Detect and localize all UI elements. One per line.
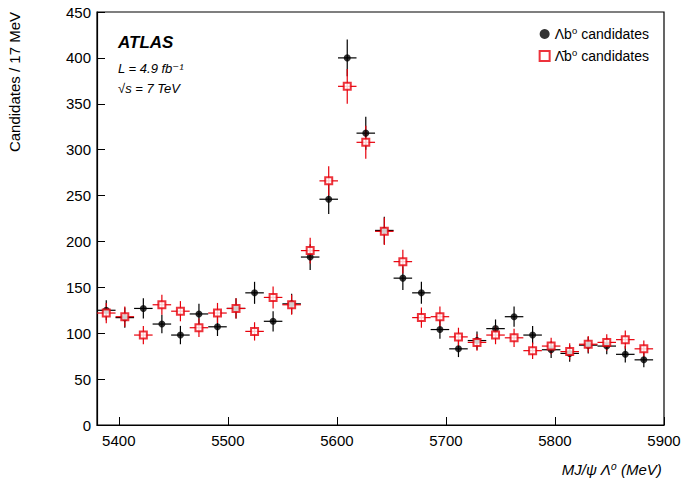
svg-text:Λb⁰ candidates: Λb⁰ candidates xyxy=(555,26,649,42)
svg-text:5900: 5900 xyxy=(647,432,680,449)
svg-text:√s = 7 TeV: √s = 7 TeV xyxy=(118,81,181,96)
svg-text:250: 250 xyxy=(66,187,91,204)
svg-text:5700: 5700 xyxy=(429,432,462,449)
svg-text:50: 50 xyxy=(74,371,91,388)
svg-text:300: 300 xyxy=(66,141,91,158)
svg-text:ATLAS: ATLAS xyxy=(117,33,174,52)
svg-text:Candidates / 17 MeV: Candidates / 17 MeV xyxy=(6,12,23,152)
svg-text:200: 200 xyxy=(66,233,91,250)
svg-text:Λ̄b⁰ candidates: Λ̄b⁰ candidates xyxy=(555,48,649,64)
svg-text:150: 150 xyxy=(66,279,91,296)
svg-text:MJ/ψ Λ⁰ (MeV): MJ/ψ Λ⁰ (MeV) xyxy=(562,461,662,478)
svg-text:5400: 5400 xyxy=(102,432,135,449)
svg-text:450: 450 xyxy=(66,4,91,21)
svg-text:5500: 5500 xyxy=(211,432,244,449)
svg-text:5600: 5600 xyxy=(320,432,353,449)
svg-text:100: 100 xyxy=(66,325,91,342)
svg-text:400: 400 xyxy=(66,49,91,66)
svg-text:5800: 5800 xyxy=(538,432,571,449)
svg-text:L = 4.9 fb⁻¹: L = 4.9 fb⁻¹ xyxy=(118,61,184,76)
svg-text:350: 350 xyxy=(66,95,91,112)
svg-text:0: 0 xyxy=(83,417,91,434)
